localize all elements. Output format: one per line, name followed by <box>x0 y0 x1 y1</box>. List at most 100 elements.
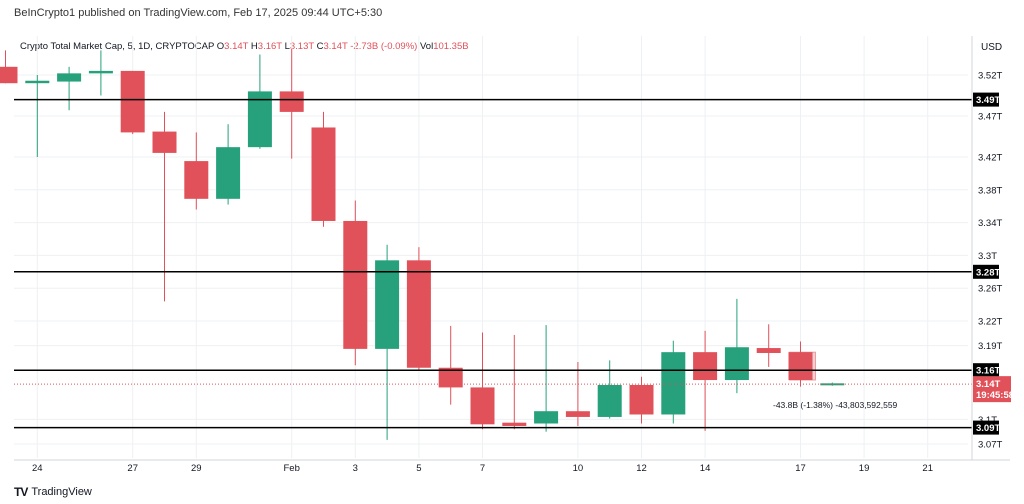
x-tick-label: 5 <box>416 463 421 474</box>
candle-body <box>184 161 209 199</box>
y-tick-label: 3.1T <box>978 415 997 426</box>
candle-body <box>756 348 781 353</box>
candle <box>724 298 749 394</box>
current-price-tag <box>973 376 1011 403</box>
candle <box>57 66 82 111</box>
x-tick-label: 27 <box>127 463 138 474</box>
candle <box>311 111 336 227</box>
candle <box>788 341 813 387</box>
change-value: -2.73B (-0.09%) <box>350 41 418 52</box>
candle-body <box>693 352 718 381</box>
candle-body <box>216 147 241 199</box>
x-tick-label: 21 <box>922 463 933 474</box>
x-tick-label: Feb <box>284 463 300 474</box>
candle-body <box>57 73 82 82</box>
candle-body <box>820 383 845 386</box>
x-tick-label: 29 <box>191 463 202 474</box>
candle <box>25 75 50 157</box>
candle <box>534 325 559 432</box>
y-tick-label: 3.52T <box>978 71 1002 82</box>
level-tag-label: 3.49T <box>976 95 1000 106</box>
candle-body <box>661 352 686 415</box>
candle <box>693 330 718 431</box>
y-tick-label: 3.07T <box>978 440 1002 451</box>
candle <box>216 124 241 205</box>
candle-body <box>25 80 50 84</box>
x-tick-label: 19 <box>859 463 870 474</box>
candle <box>120 70 145 135</box>
grid-layer <box>14 36 968 458</box>
publication-caption: BeInCrypto1 published on TradingView.com… <box>14 7 383 19</box>
y-tick-label: 3.22T <box>978 317 1002 328</box>
candle <box>438 325 463 405</box>
tradingview-logo[interactable]: TV TradingView <box>14 485 92 499</box>
candle <box>343 200 368 366</box>
candle-body <box>629 384 654 415</box>
candle <box>470 332 495 430</box>
y-tick-label: 3.47T <box>978 112 1002 123</box>
candle <box>247 54 272 149</box>
open-label: O <box>216 41 225 52</box>
x-tick-label: 17 <box>795 463 806 474</box>
candle <box>375 244 400 440</box>
symbol-name: Crypto Total Market Cap, 5, 1D, CRYPTOCA… <box>20 41 215 52</box>
candle-body <box>788 352 813 381</box>
x-tick-label: 24 <box>32 463 43 474</box>
low-value: 3.13T <box>289 41 314 52</box>
currency-label[interactable]: USD <box>981 42 1003 53</box>
high-label: H <box>250 41 258 52</box>
candle <box>406 247 431 371</box>
level-tag-label: 3.09T <box>976 423 1000 434</box>
candle-body <box>470 387 495 425</box>
price-axis[interactable]: 3.52T 3.47T 3.42T 3.38T 3.34T 3.3T 3.26T 3.22T 3… <box>971 36 1014 460</box>
y-tick-label: 3.38T <box>978 185 1002 196</box>
candle <box>279 48 304 159</box>
candle-body <box>152 131 177 153</box>
level-tag <box>973 363 999 378</box>
candle <box>0 50 18 84</box>
low-label: L <box>284 41 290 52</box>
y-tick-label: 3.3T <box>978 251 997 262</box>
level-tag <box>973 264 999 279</box>
candles-layer: -43.8B (-1.38%) -43,803,592,559 <box>0 48 898 440</box>
candle-body <box>311 127 336 221</box>
candle <box>152 111 177 302</box>
candle <box>502 334 527 430</box>
level-tag <box>973 420 999 435</box>
candle <box>661 340 686 424</box>
candle-body <box>565 411 590 417</box>
candle-body <box>502 422 527 426</box>
candle <box>597 360 622 419</box>
candle-body <box>724 347 749 381</box>
open-value: 3.14T <box>224 41 249 52</box>
level-tag-label: 3.16T <box>976 366 1000 377</box>
candle-body <box>597 384 622 417</box>
candle-body <box>88 70 113 74</box>
candle <box>565 362 590 426</box>
measure-box <box>789 351 816 381</box>
countdown-label: 19:45:58 <box>976 390 1014 401</box>
candle-body <box>120 70 145 133</box>
time-axis[interactable]: 24 27 29 Feb 3 5 7 10 12 14 17 19 21 <box>14 459 1010 474</box>
candle-body <box>375 260 400 349</box>
symbol-legend[interactable]: Crypto Total Market Cap, 5, 1D, CRYPTOCA… <box>20 41 469 52</box>
y-tick-label: 3.19T <box>978 341 1002 352</box>
candle <box>184 132 209 210</box>
candle <box>820 382 845 386</box>
x-tick-label: 12 <box>636 463 647 474</box>
levels-layer <box>14 98 972 429</box>
candle-body <box>247 91 272 148</box>
volume-value: 101.35B <box>433 41 469 52</box>
high-value: 3.16T <box>257 41 282 52</box>
volume-label: Vol <box>419 41 434 52</box>
x-tick-label: 14 <box>700 463 711 474</box>
x-tick-label: 3 <box>353 463 358 474</box>
candle-body <box>343 220 368 349</box>
close-label: C <box>316 41 324 52</box>
current-price-label: 3.14T <box>976 379 1000 390</box>
x-tick-label: 7 <box>480 463 485 474</box>
candle-body <box>406 260 431 368</box>
candle-body <box>0 66 18 84</box>
level-tag-label: 3.28T <box>976 267 1000 278</box>
